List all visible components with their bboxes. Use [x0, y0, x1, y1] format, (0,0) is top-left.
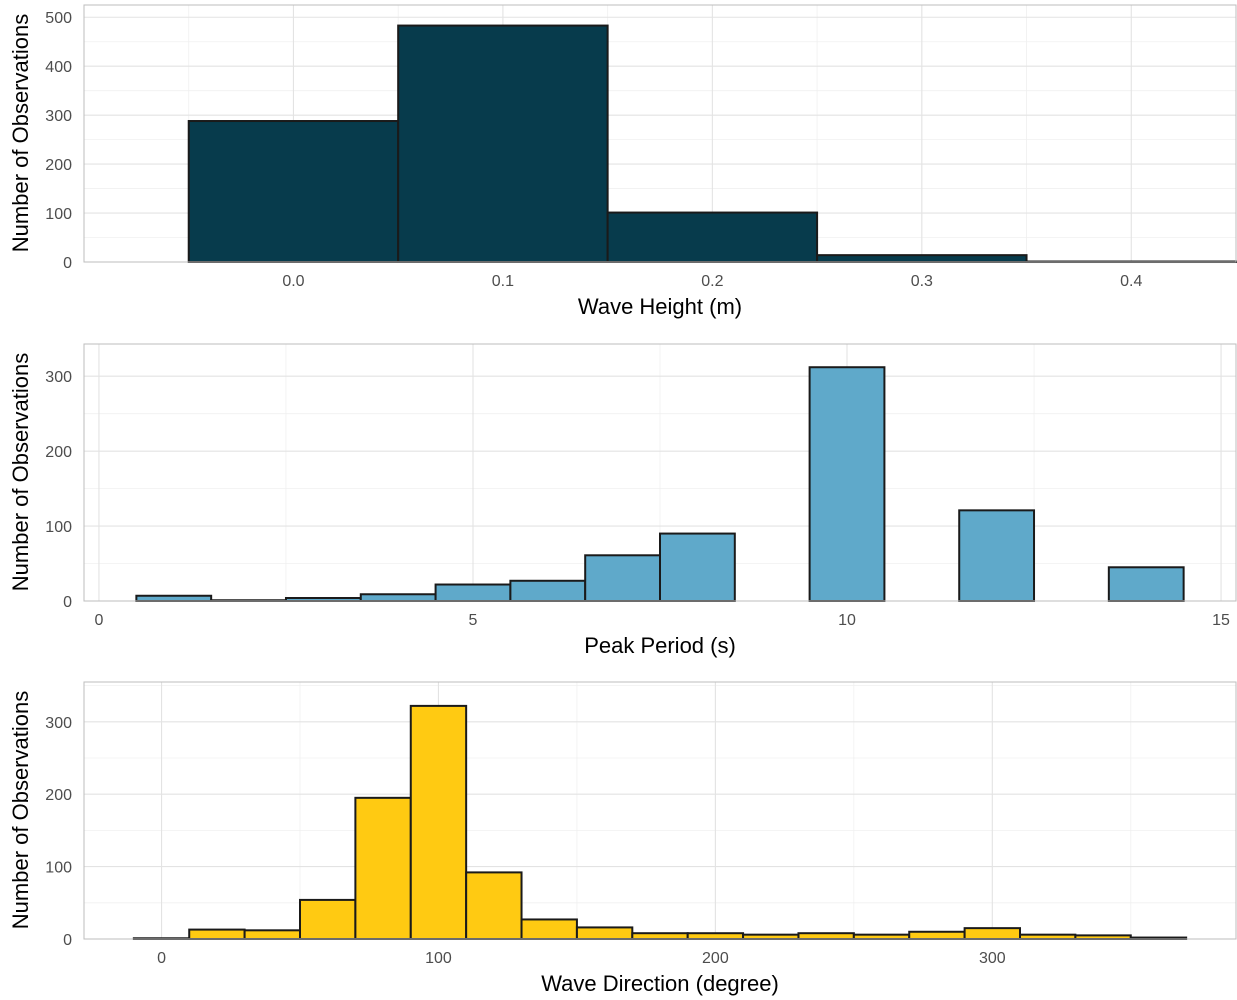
x-tick-label: 5 [469, 612, 478, 629]
peak-period-x-axis-title: Peak Period (s) [584, 633, 736, 658]
peak-period-bar [808, 366, 886, 603]
wave-direction-bar [908, 930, 966, 940]
peak-period-bar [1107, 566, 1185, 602]
wave-height-bar [606, 211, 819, 263]
y-tick-label: 500 [45, 10, 72, 27]
wave-direction-histogram-panel: 0 100 200 300 0 100 200 300 Wave Direction (degr… [8, 681, 1237, 996]
peak-period-bar [509, 579, 587, 602]
peak-period-bar [359, 593, 437, 602]
wave-height-bar [816, 254, 1028, 264]
y-tick-label: 100 [45, 519, 72, 536]
wave-direction-bar [188, 928, 246, 941]
x-tick-label: 300 [979, 950, 1006, 967]
wave-height-y-axis-title: Number of Observations [8, 14, 33, 252]
y-tick-label: 200 [45, 787, 72, 804]
wave-direction-bar [409, 704, 468, 940]
wave-direction-bar [575, 926, 634, 941]
wave-direction-bar [520, 918, 578, 940]
wave-direction-bar [686, 932, 745, 940]
x-tick-label: 0.4 [1120, 273, 1142, 290]
wave-direction-bar [742, 933, 800, 940]
peak-period-histogram-panel: 0 100 200 300 0 5 10 15 Peak Period (s) Number of… [8, 343, 1237, 658]
peak-period-panel-border [83, 343, 1237, 602]
wave-direction-x-axis-title: Wave Direction (degree) [541, 971, 779, 996]
wave-direction-bar [299, 898, 357, 940]
x-tick-label: 0 [95, 612, 104, 629]
x-tick-label: 200 [702, 950, 729, 967]
wave-direction-bar [1074, 934, 1132, 941]
wave-direction-panel-border [83, 681, 1237, 940]
wave-direction-bar [631, 932, 689, 940]
y-tick-label: 100 [45, 860, 72, 877]
y-tick-label: 0 [63, 932, 72, 949]
wave-direction-plot-background [84, 682, 1236, 939]
y-tick-label: 300 [45, 715, 72, 732]
wave-height-histogram-panel: 0 100 200 300 400 500 0.0 0.1 0.2 0.3 0.4 Wave Heig… [8, 4, 1237, 319]
x-tick-label: 0.2 [701, 273, 723, 290]
y-tick-label: 100 [45, 206, 72, 223]
y-tick-label: 400 [45, 59, 72, 76]
y-tick-label: 0 [63, 255, 72, 272]
wave-height-bar [397, 24, 609, 264]
x-tick-label: 15 [1212, 612, 1230, 629]
y-tick-label: 200 [45, 444, 72, 461]
x-tick-label: 0 [157, 950, 166, 967]
wave-direction-bar [963, 927, 1021, 941]
peak-period-bar [584, 554, 662, 602]
peak-period-bar [135, 594, 213, 603]
wave-direction-bar [243, 929, 302, 941]
wave-direction-bar [354, 796, 412, 941]
y-tick-label: 300 [45, 108, 72, 125]
peak-period-bar [659, 532, 736, 603]
peak-period-y-axis-title: Number of Observations [8, 353, 33, 591]
y-tick-label: 0 [63, 594, 72, 611]
y-tick-label: 200 [45, 157, 72, 174]
x-tick-label: 100 [425, 950, 452, 967]
peak-period-bar [434, 583, 512, 603]
wave-direction-y-axis-title: Number of Observations [8, 691, 33, 929]
wave-height-panel-border [83, 4, 1237, 263]
x-tick-label: 0.3 [911, 273, 933, 290]
wave-height-bar [187, 120, 400, 264]
peak-period-bar [958, 509, 1036, 602]
wave-height-x-axis-title: Wave Height (m) [578, 294, 742, 319]
wave-direction-bar [797, 932, 855, 940]
x-tick-label: 0.1 [492, 273, 514, 290]
wave-direction-bar [852, 933, 911, 940]
wave-direction-bar [1019, 933, 1077, 940]
wave-direction-bar [465, 871, 523, 940]
x-tick-label: 0.0 [282, 273, 304, 290]
x-tick-label: 10 [838, 612, 856, 629]
y-tick-label: 300 [45, 369, 72, 386]
